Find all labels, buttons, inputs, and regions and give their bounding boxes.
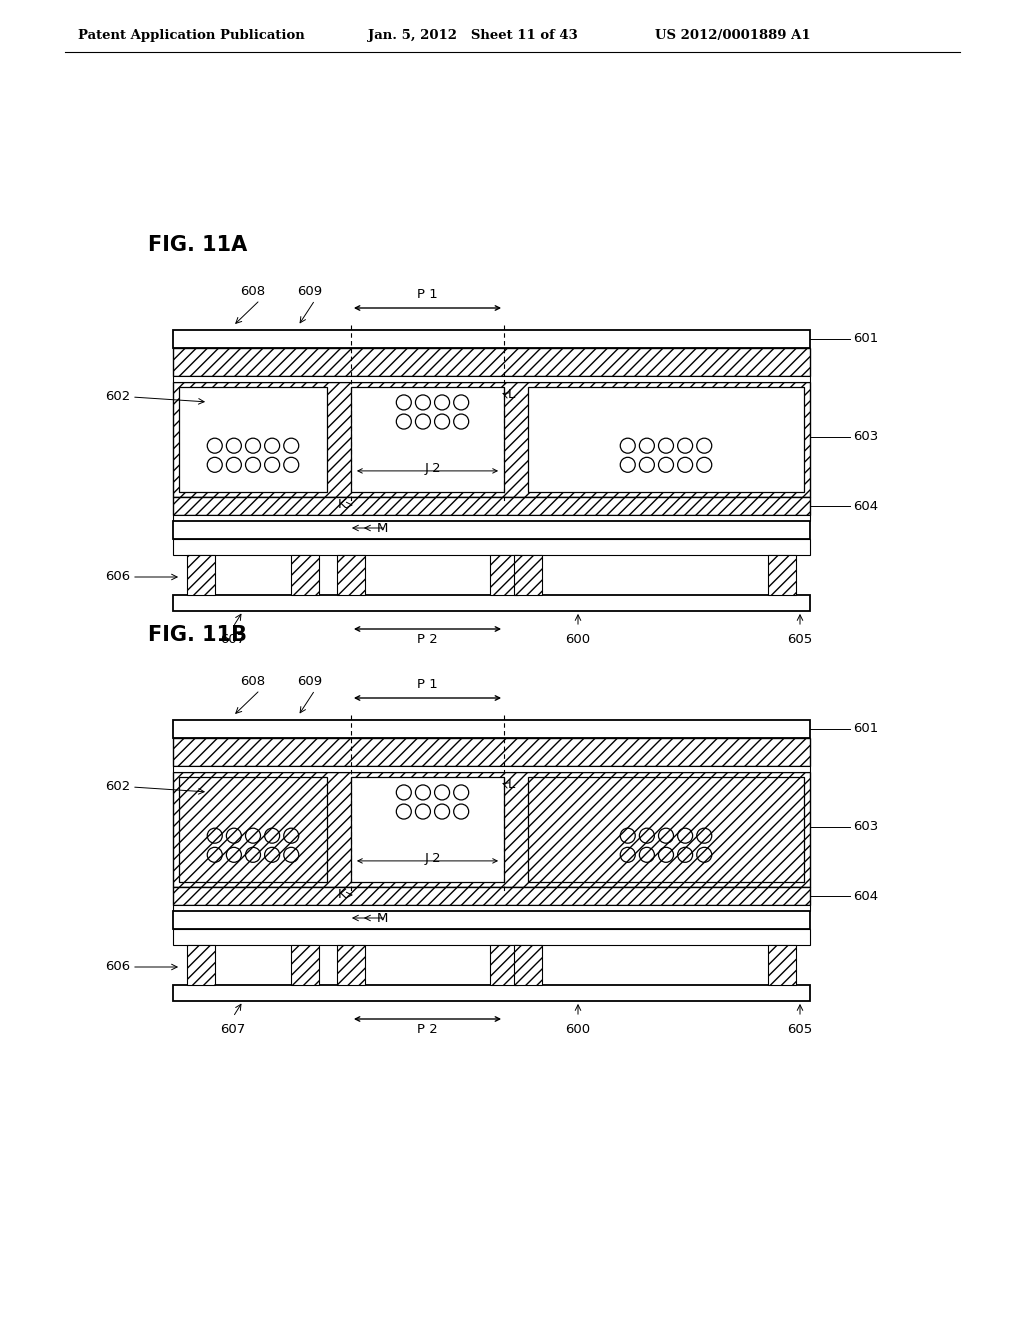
Text: 608: 608 xyxy=(241,675,265,688)
Text: Jan. 5, 2012   Sheet 11 of 43: Jan. 5, 2012 Sheet 11 of 43 xyxy=(368,29,578,42)
Text: M: M xyxy=(376,521,388,535)
Text: 606: 606 xyxy=(104,961,130,974)
Bar xyxy=(351,777,504,882)
Text: P 1: P 1 xyxy=(417,678,438,690)
Text: 603: 603 xyxy=(853,430,879,444)
Bar xyxy=(187,554,215,595)
Text: P 2: P 2 xyxy=(417,1023,438,1036)
Text: L: L xyxy=(508,388,515,401)
Bar xyxy=(173,719,810,738)
Text: P 1: P 1 xyxy=(417,288,438,301)
Bar xyxy=(351,387,504,492)
Text: K: K xyxy=(337,888,346,902)
Bar xyxy=(514,945,542,985)
Bar xyxy=(173,766,810,772)
Text: 608: 608 xyxy=(241,285,265,298)
Bar xyxy=(514,554,542,595)
Text: FIG. 11B: FIG. 11B xyxy=(148,624,247,645)
Text: 605: 605 xyxy=(787,1023,813,1036)
Bar xyxy=(173,376,810,381)
Bar xyxy=(291,554,319,595)
Text: Patent Application Publication: Patent Application Publication xyxy=(78,29,305,42)
Bar xyxy=(173,906,810,911)
Bar xyxy=(337,945,365,985)
Bar xyxy=(768,554,796,595)
Bar xyxy=(173,330,810,348)
Bar xyxy=(291,945,319,985)
Text: 605: 605 xyxy=(787,634,813,645)
Text: 601: 601 xyxy=(853,333,879,346)
Text: M: M xyxy=(376,912,388,924)
Text: 600: 600 xyxy=(565,1023,591,1036)
Bar xyxy=(179,777,327,882)
Bar xyxy=(528,777,804,882)
Text: 609: 609 xyxy=(297,285,323,298)
Bar xyxy=(173,772,810,887)
Text: 607: 607 xyxy=(220,634,246,645)
Text: P 2: P 2 xyxy=(417,634,438,645)
Bar xyxy=(173,985,810,1001)
Text: 607: 607 xyxy=(220,1023,246,1036)
Text: J 2: J 2 xyxy=(424,462,440,475)
Bar xyxy=(528,387,804,492)
Text: J 2: J 2 xyxy=(424,853,440,866)
Bar xyxy=(768,945,796,985)
Bar xyxy=(173,738,810,766)
Bar xyxy=(173,348,810,376)
Bar xyxy=(173,498,810,515)
Bar xyxy=(173,595,810,611)
Bar xyxy=(490,945,518,985)
Bar xyxy=(187,945,215,985)
Bar xyxy=(173,515,810,521)
Bar xyxy=(490,554,518,595)
Text: FIG. 11A: FIG. 11A xyxy=(148,235,247,255)
Text: US 2012/0001889 A1: US 2012/0001889 A1 xyxy=(655,29,811,42)
Bar xyxy=(173,929,810,945)
Text: 601: 601 xyxy=(853,722,879,735)
Text: 606: 606 xyxy=(104,570,130,583)
Bar xyxy=(173,381,810,498)
Bar xyxy=(173,539,810,554)
Text: 602: 602 xyxy=(104,780,130,793)
Text: K: K xyxy=(337,499,346,511)
Text: L: L xyxy=(508,779,515,792)
Text: 604: 604 xyxy=(853,890,879,903)
Text: 604: 604 xyxy=(853,499,879,512)
Text: 603: 603 xyxy=(853,821,879,833)
Bar xyxy=(173,911,810,929)
Bar xyxy=(337,554,365,595)
Bar xyxy=(179,387,327,492)
Bar xyxy=(173,521,810,539)
Bar xyxy=(173,887,810,906)
Text: 602: 602 xyxy=(104,391,130,404)
Text: 609: 609 xyxy=(297,675,323,688)
Text: 600: 600 xyxy=(565,634,591,645)
